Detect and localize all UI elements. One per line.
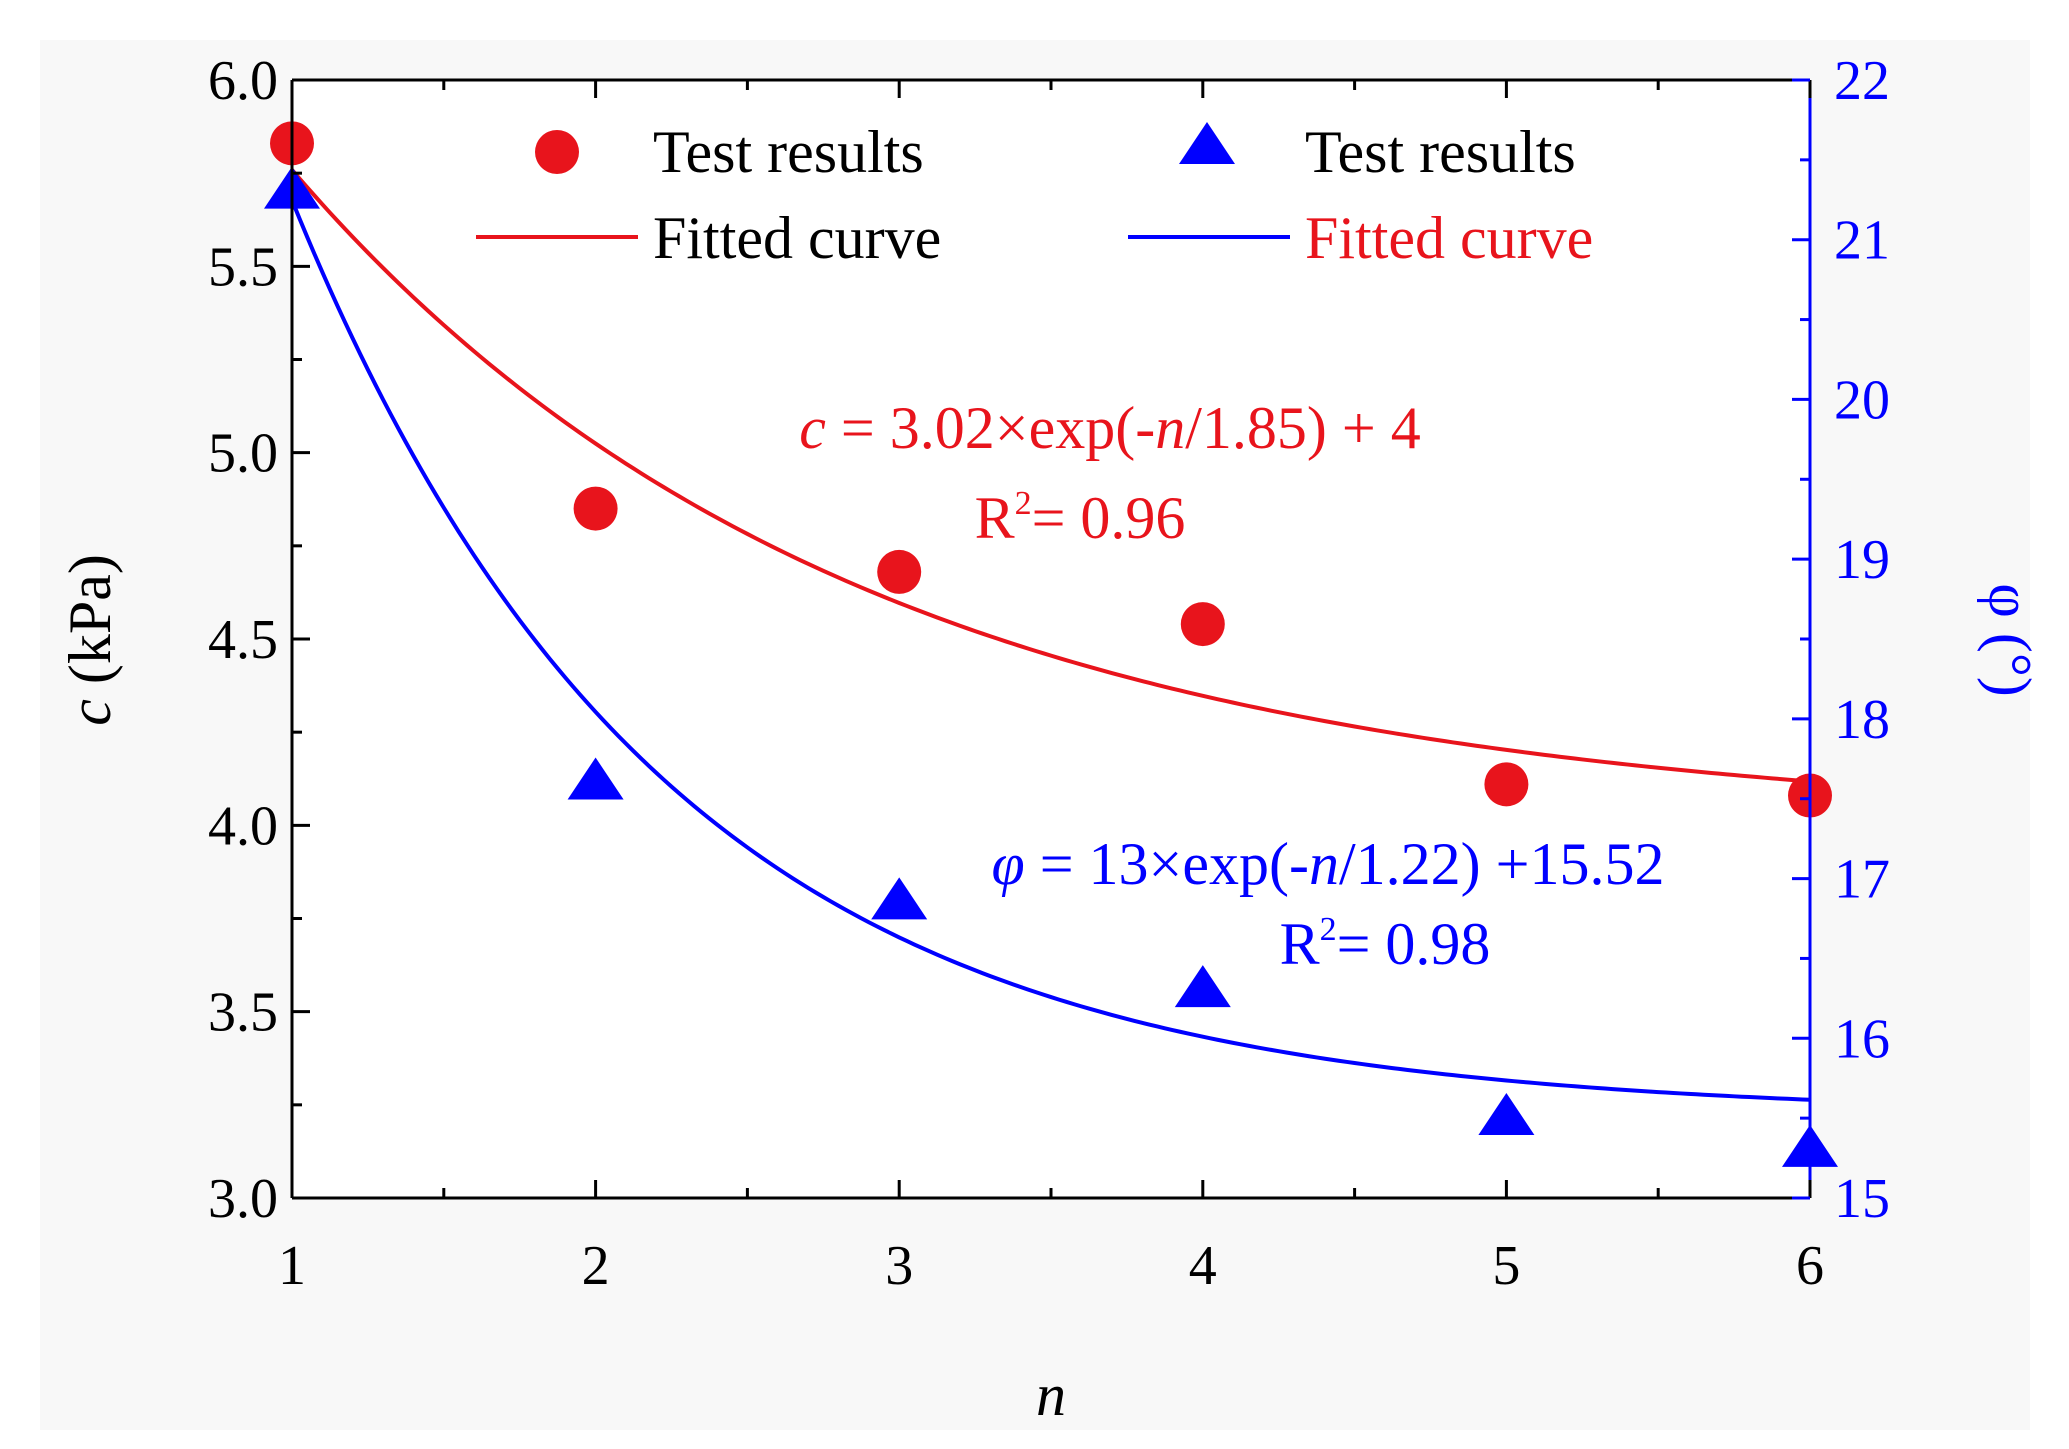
x-tick-label: 4 (1189, 1235, 1217, 1297)
phi-r2-r: R (1280, 911, 1320, 977)
c-data-point (573, 486, 618, 531)
right-y-tick-label: 21 (1834, 210, 1890, 272)
legend-phi-fit-label: Fitted curve (1305, 205, 1593, 271)
x-tick-label: 2 (582, 1235, 610, 1297)
c-eq-var: c (799, 395, 826, 461)
right-y-tick-label: 20 (1834, 369, 1890, 431)
c-equation: c = 3.02×exp(-n/1.85) + 4 R2= 0.96 (799, 395, 1420, 551)
phi-eq-mid: = 13×exp(- (1025, 831, 1309, 897)
x-axis-title: n (1036, 1362, 1066, 1428)
svg-text:R2= 0.96: R2= 0.96 (975, 485, 1186, 551)
right-y-tick-label: 18 (1834, 689, 1890, 751)
curves-layer (290, 168, 1811, 1102)
c-data-point (1484, 762, 1529, 807)
c-r2-val: = 0.96 (1032, 485, 1186, 551)
phi-r2-sup: 2 (1320, 911, 1337, 948)
c-eq-end: /1.85) + 4 (1185, 395, 1421, 461)
phi-fitted-curve (290, 199, 1811, 1102)
x-tick-label: 3 (885, 1235, 913, 1297)
legend-c-points-label: Test results (653, 119, 924, 185)
phi-eq-n: n (1309, 831, 1339, 897)
x-tick-label: 5 (1492, 1235, 1520, 1297)
left-y-tick-label: 4.5 (208, 609, 278, 671)
phi-equation: φ = 13×exp(-n/1.22) +15.52 R2= 0.98 (992, 831, 1665, 977)
c-fitted-curve (290, 168, 1811, 784)
legend-c-fit-label: Fitted curve (653, 205, 941, 271)
phi-data-point (567, 757, 624, 800)
legend: Test results Fitted curve Test results F… (476, 119, 1593, 271)
legend-phi-points-label: Test results (1305, 119, 1576, 185)
x-tick-label: 1 (278, 1235, 306, 1297)
left-y-tick-label: 6.0 (208, 50, 278, 112)
left-y-tick-label: 5.5 (208, 236, 278, 298)
c-eq-mid: = 3.02×exp(- (826, 395, 1155, 461)
right-y-axis-title: φ (°) (1977, 583, 2043, 697)
svg-text:φ = 13×exp(-n/1.22) +15.52: φ = 13×exp(-n/1.22) +15.52 (992, 831, 1665, 897)
left-y-axis-title: c (kPa) (57, 554, 123, 726)
c-data-point (1180, 602, 1225, 647)
left-y-tick-label: 3.0 (208, 1168, 278, 1230)
right-y-tick-label: 16 (1834, 1008, 1890, 1070)
c-data-point (877, 549, 922, 594)
points-layer (264, 121, 1838, 1167)
legend-phi-points-marker (1179, 122, 1235, 164)
axes-layer: 1 2 3 4 5 6 3.0 3.5 4.0 4.5 5.0 5.5 6.0 15 16 17 18 19 20 2… (208, 50, 1890, 1297)
phi-eq-var: φ (992, 831, 1025, 897)
left-y-tick-label: 5.0 (208, 423, 278, 485)
left-y-tick-label: 3.5 (208, 982, 278, 1044)
c-r2-r: R (975, 485, 1015, 551)
right-y-tick-label: 15 (1834, 1168, 1890, 1230)
phi-r2-val: = 0.98 (1337, 911, 1491, 977)
right-y-tick-label: 22 (1834, 50, 1890, 112)
right-y-tick-label: 19 (1834, 529, 1890, 591)
phi-data-point (1174, 965, 1231, 1008)
phi-data-point (1478, 1092, 1535, 1135)
c-eq-n: n (1155, 395, 1185, 461)
x-tick-label: 6 (1796, 1235, 1824, 1297)
svg-text:c = 3.02×exp(-n/1.85) + 4: c = 3.02×exp(-n/1.85) + 4 (799, 395, 1420, 461)
legend-c-points-marker (535, 130, 579, 174)
phi-eq-end: /1.22) +15.52 (1339, 831, 1665, 897)
svg-text:R2= 0.98: R2= 0.98 (1280, 911, 1491, 977)
c-r2-sup: 2 (1015, 485, 1032, 522)
right-y-tick-label: 17 (1834, 849, 1890, 911)
left-y-tick-label: 4.0 (208, 795, 278, 857)
phi-data-point (871, 877, 928, 920)
plot-area (292, 80, 1810, 1198)
